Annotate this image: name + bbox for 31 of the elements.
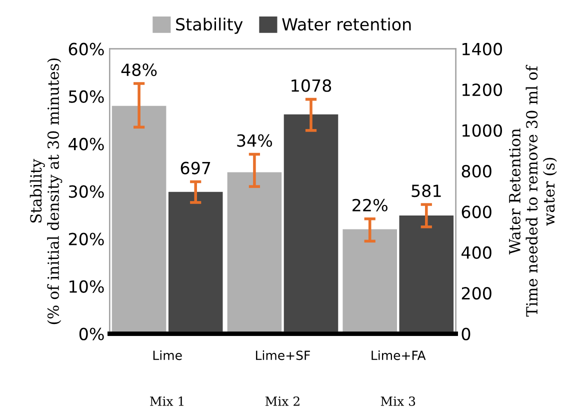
data-label: 22% [352, 198, 388, 212]
y2-tick-label: 800 [462, 164, 492, 178]
y2-tick-label: 1200 [462, 84, 502, 96]
y2-tick-label: 1000 [462, 124, 502, 137]
data-label: 48% [121, 64, 157, 76]
text: Mix 1 [150, 396, 184, 406]
data-label: 34% [237, 134, 272, 147]
text: Mix 2 [265, 396, 300, 406]
y2-tick-label: 600 [462, 206, 492, 218]
data-label: 697 [180, 162, 210, 174]
y2-tick-label: 400 [462, 246, 492, 259]
data-label: 581 [412, 184, 441, 198]
y-tick-label: 0% [79, 328, 104, 340]
data-label: 1078 [292, 79, 332, 92]
x-tick-label: Lime+SF [256, 350, 310, 360]
y-tick-label: 10% [70, 280, 104, 293]
y-tick-label: 30% [68, 185, 104, 198]
y-tick-label: 60% [68, 42, 104, 56]
y-tick-label: 20% [68, 232, 104, 246]
y2-tick-label: 200 [462, 287, 492, 300]
y-axis-title: Stability (% of initial density at 30 minutes) [30, 58, 62, 324]
x-tick-label: Lime+FA [372, 350, 426, 360]
y2-axis-title: Water Retention Time needed to remove 30 ml of water (s) [509, 64, 557, 317]
y2-tick-label: 0 [462, 328, 470, 340]
legend-label: Water retention [282, 18, 411, 31]
y2-tick-label: 1400 [462, 42, 502, 56]
y-tick-label: 40% [68, 138, 104, 150]
x-tick-label: Lime [153, 350, 182, 360]
text: Mix 3 [380, 396, 416, 406]
legend-label: Stability [176, 18, 243, 34]
y-tick-label: 50% [69, 90, 104, 103]
